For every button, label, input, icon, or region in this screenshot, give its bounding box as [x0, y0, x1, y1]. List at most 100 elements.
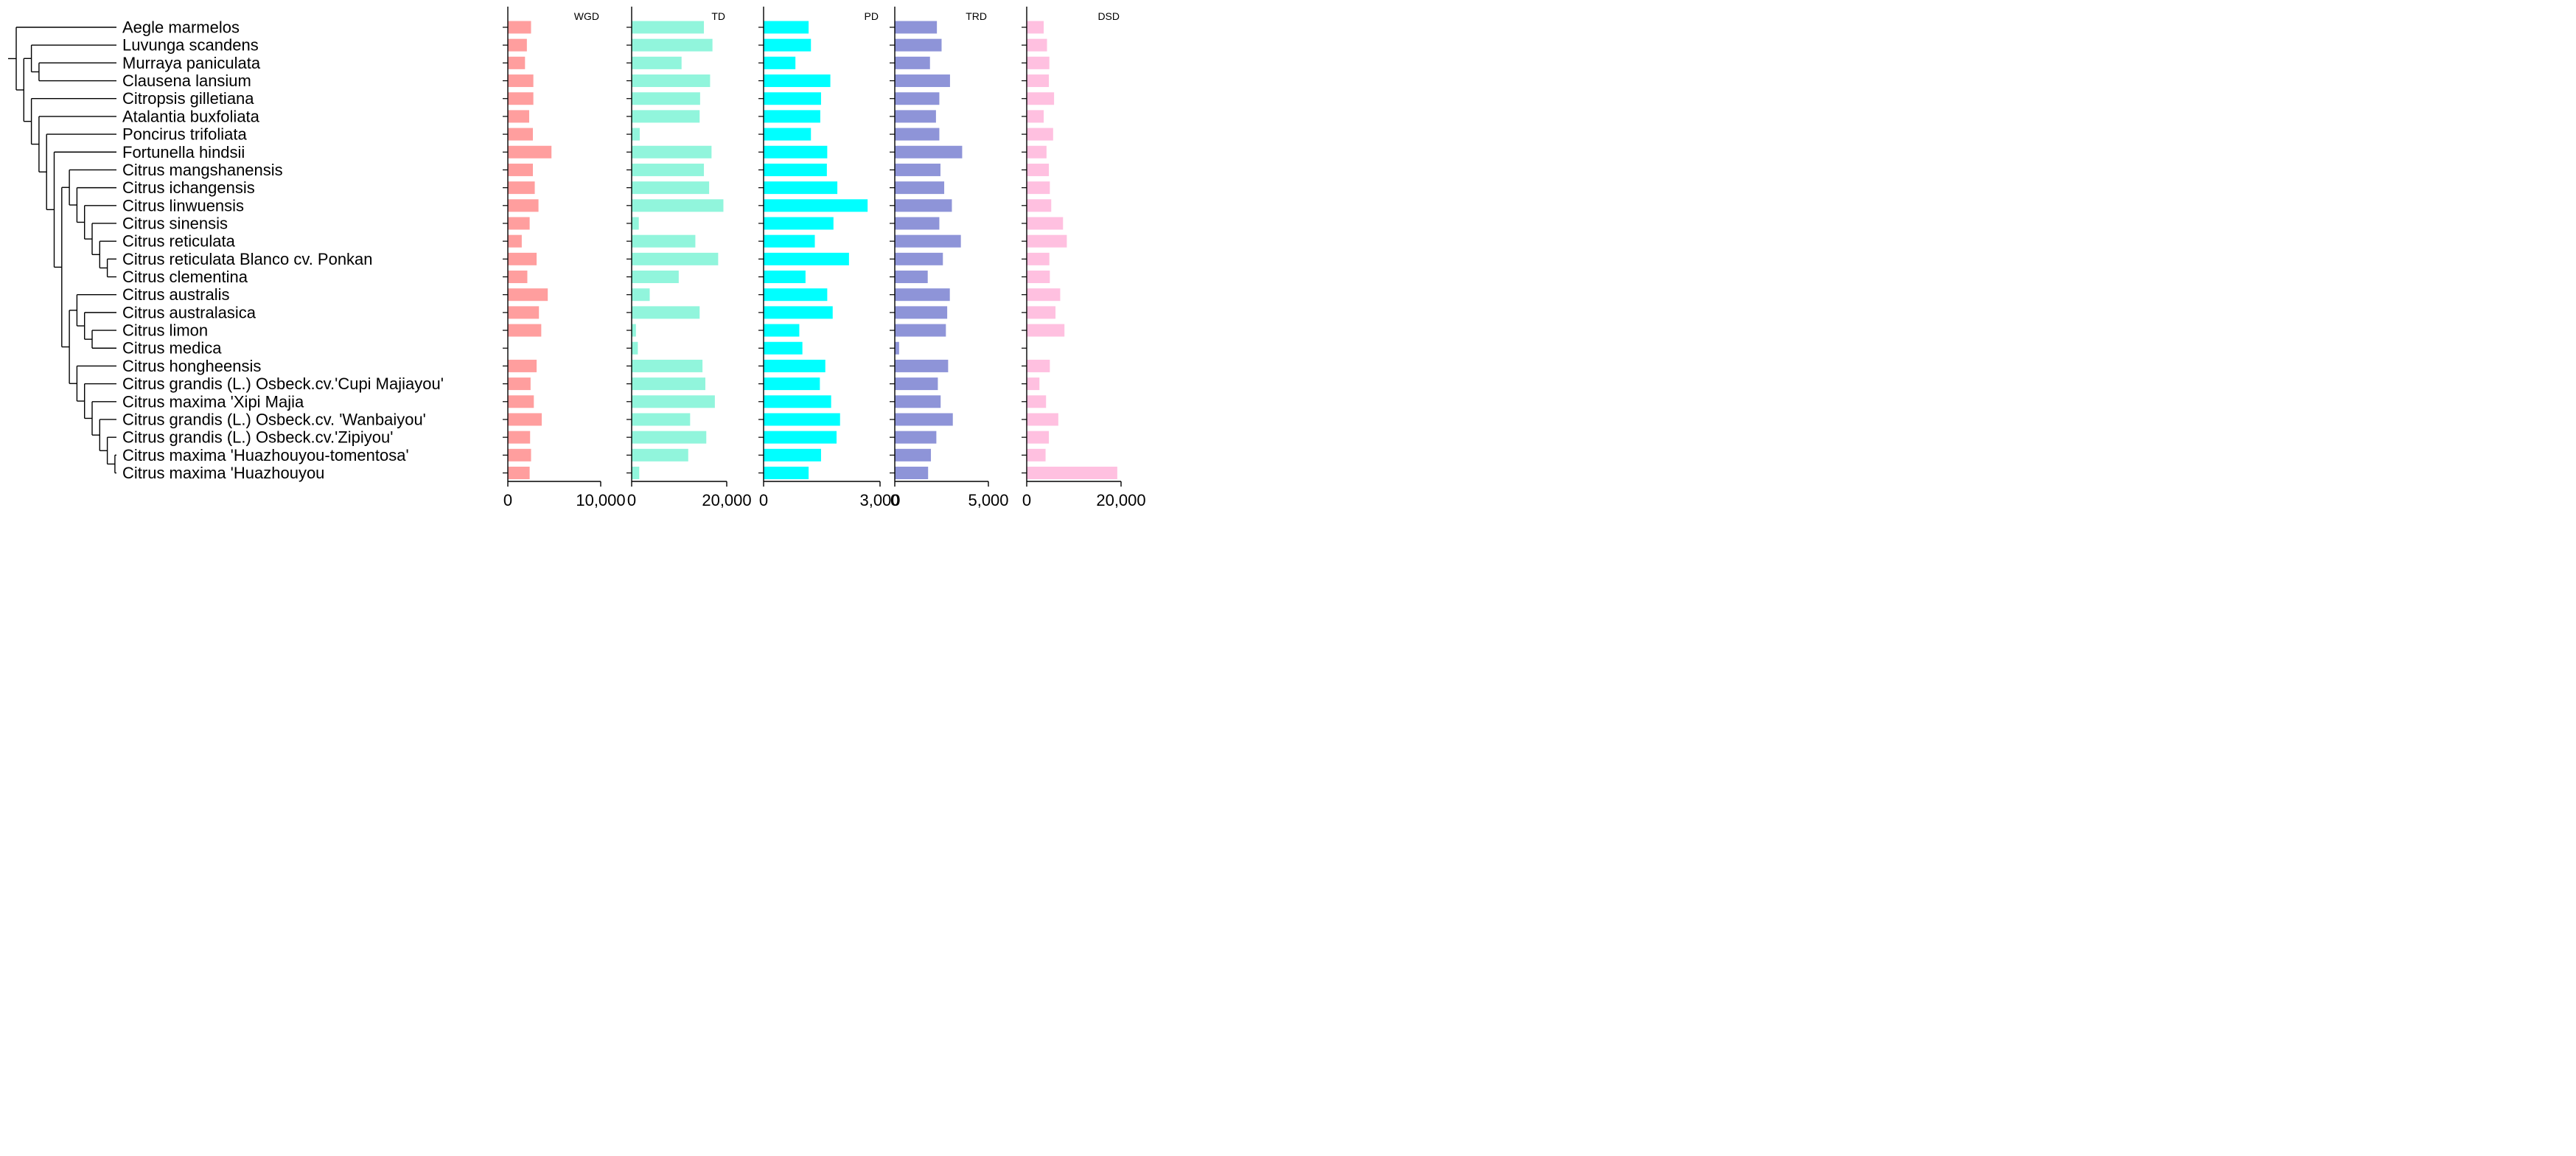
- bar-trd-luvunga-scandens: [895, 38, 942, 52]
- bar-dsd-citropsis-gilletiana: [1027, 92, 1055, 105]
- bar-wgd-citrus-maxima-huazhouyou-tomentosa: [508, 448, 531, 462]
- bar-td-citrus-mangshanensis: [632, 163, 705, 176]
- panel-title-trd: TRD: [966, 10, 987, 22]
- bar-trd-clausena-lansium: [895, 74, 950, 88]
- x-tick-label-max-pd: 3,000: [859, 491, 900, 509]
- x-tick-label-max-dsd: 20,000: [1096, 491, 1145, 509]
- bar-dsd-citrus-mangshanensis: [1027, 163, 1050, 176]
- bar-pd-citrus-australis: [764, 288, 828, 302]
- bar-trd-citrus-medica: [895, 341, 899, 355]
- bar-pd-citrus-grandis-l-osbeck-cv-cupi-majiayou: [764, 377, 820, 391]
- bar-trd-citrus-mangshanensis: [895, 163, 940, 176]
- species-label-citrus-maxima-xipi-majia: Citrus maxima 'Xipi Majia: [122, 392, 304, 411]
- species-label-citrus-grandis-l-osbeck-cv-zipiyou: Citrus grandis (L.) Osbeck.cv.'Zipiyou': [122, 428, 393, 447]
- bar-trd-murraya-paniculata: [895, 56, 930, 69]
- bar-wgd-clausena-lansium: [508, 74, 534, 88]
- bar-dsd-poncirus-trifoliata: [1027, 128, 1053, 141]
- species-label-citrus-hongheensis: Citrus hongheensis: [122, 357, 261, 375]
- bar-dsd-citrus-reticulata: [1027, 234, 1067, 248]
- bar-trd-citrus-clementina: [895, 271, 928, 284]
- bar-wgd-citrus-reticulata-blanco-cv-ponkan: [508, 252, 537, 265]
- bar-td-citrus-grandis-l-osbeck-cv-zipiyou: [632, 431, 707, 444]
- bar-wgd-citropsis-gilletiana: [508, 92, 534, 105]
- bar-wgd-citrus-mangshanensis: [508, 163, 534, 176]
- panel-dsd: 0 20,000 DSD: [1022, 7, 1146, 509]
- bar-trd-fortunella-hindsii: [895, 145, 963, 159]
- species-label-citrus-mangshanensis: Citrus mangshanensis: [122, 161, 283, 179]
- bar-wgd-poncirus-trifoliata: [508, 128, 534, 141]
- bar-dsd-citrus-grandis-l-osbeck-cv-zipiyou: [1027, 431, 1050, 444]
- panel-title-wgd: WGD: [574, 10, 599, 22]
- bar-pd-citrus-maxima-huazhouyou-tomentosa: [764, 448, 821, 462]
- bar-pd-citrus-reticulata: [764, 234, 815, 248]
- species-label-citrus-australasica: Citrus australasica: [122, 303, 256, 321]
- panel-title-td: TD: [711, 10, 725, 22]
- species-label-citrus-clementina: Citrus clementina: [122, 268, 248, 286]
- species-label-poncirus-trifoliata: Poncirus trifoliata: [122, 125, 248, 144]
- panel-title-dsd: DSD: [1097, 10, 1120, 22]
- bar-wgd-citrus-sinensis: [508, 217, 530, 230]
- species-label-murraya-paniculata: Murraya paniculata: [122, 54, 261, 72]
- bar-td-citrus-reticulata-blanco-cv-ponkan: [632, 252, 719, 265]
- bar-pd-citrus-maxima-huazhouyou: [764, 467, 809, 479]
- bar-td-murraya-paniculata: [632, 56, 682, 69]
- bar-td-citropsis-gilletiana: [632, 92, 700, 105]
- bar-td-atalantia-buxfoliata: [632, 110, 700, 123]
- species-label-citrus-reticulata-blanco-cv-ponkan: Citrus reticulata Blanco cv. Ponkan: [122, 250, 373, 268]
- bar-trd-citrus-grandis-l-osbeck-cv-zipiyou: [895, 431, 937, 444]
- bar-dsd-citrus-reticulata-blanco-cv-ponkan: [1027, 252, 1050, 265]
- bar-dsd-luvunga-scandens: [1027, 38, 1047, 52]
- bar-trd-citrus-hongheensis: [895, 359, 949, 372]
- species-label-citrus-sinensis: Citrus sinensis: [122, 214, 228, 232]
- bar-trd-citrus-maxima-huazhouyou-tomentosa: [895, 448, 932, 462]
- x-tick-label-max-wgd: 10,000: [576, 491, 625, 509]
- bar-dsd-citrus-grandis-l-osbeck-cv-wanbaiyou: [1027, 413, 1058, 426]
- species-label-atalantia-buxfoliata: Atalantia buxfoliata: [122, 107, 260, 125]
- species-label-aegle-marmelos: Aegle marmelos: [122, 18, 240, 37]
- bar-pd-luvunga-scandens: [764, 38, 811, 52]
- bar-td-citrus-grandis-l-osbeck-cv-wanbaiyou: [632, 413, 691, 426]
- bar-dsd-fortunella-hindsii: [1027, 145, 1047, 159]
- x-tick-label-zero-td: 0: [627, 491, 636, 509]
- bar-trd-citrus-grandis-l-osbeck-cv-wanbaiyou: [895, 413, 953, 426]
- bar-pd-citrus-limon: [764, 324, 800, 337]
- figure-stage: Aegle marmelos Luvunga scandens Murraya pa…: [0, 0, 1156, 518]
- bar-dsd-atalantia-buxfoliata: [1027, 110, 1044, 123]
- bar-dsd-clausena-lansium: [1027, 74, 1050, 88]
- bar-td-fortunella-hindsii: [632, 145, 712, 159]
- bar-dsd-citrus-ichangensis: [1027, 181, 1050, 195]
- bar-wgd-atalantia-buxfoliata: [508, 110, 529, 123]
- bar-pd-citrus-grandis-l-osbeck-cv-wanbaiyou: [764, 413, 840, 426]
- x-tick-label-max-td: 20,000: [702, 491, 751, 509]
- bar-td-citrus-maxima-huazhouyou: [632, 467, 640, 479]
- bar-wgd-citrus-ichangensis: [508, 181, 535, 195]
- species-label-luvunga-scandens: Luvunga scandens: [122, 36, 259, 55]
- bar-trd-citrus-reticulata: [895, 234, 961, 248]
- bar-dsd-citrus-grandis-l-osbeck-cv-cupi-majiayou: [1027, 377, 1040, 391]
- bar-trd-citrus-australis: [895, 288, 950, 302]
- bar-wgd-citrus-maxima-xipi-majia: [508, 395, 534, 408]
- bar-td-luvunga-scandens: [632, 38, 713, 52]
- bar-wgd-citrus-grandis-l-osbeck-cv-cupi-majiayou: [508, 377, 531, 391]
- bar-wgd-citrus-limon: [508, 324, 542, 337]
- bar-td-citrus-linwuensis: [632, 199, 724, 212]
- species-label-citrus-ichangensis: Citrus ichangensis: [122, 178, 255, 197]
- bar-pd-clausena-lansium: [764, 74, 831, 88]
- bar-pd-citrus-mangshanensis: [764, 163, 827, 176]
- species-label-citrus-reticulata: Citrus reticulata: [122, 232, 236, 251]
- bar-wgd-citrus-australasica: [508, 306, 540, 319]
- bar-trd-citrus-reticulata-blanco-cv-ponkan: [895, 252, 943, 265]
- bar-trd-citrus-ichangensis: [895, 181, 945, 195]
- bar-trd-citrus-linwuensis: [895, 199, 952, 212]
- bar-pd-citrus-australasica: [764, 306, 833, 319]
- bar-pd-citrus-hongheensis: [764, 359, 825, 372]
- x-tick-label-max-trd: 5,000: [968, 491, 1008, 509]
- species-label-citrus-maxima-huazhouyou-tomentosa: Citrus maxima 'Huazhouyou-tomentosa': [122, 446, 409, 464]
- bar-td-citrus-clementina: [632, 271, 679, 284]
- bar-dsd-citrus-linwuensis: [1027, 199, 1052, 212]
- bar-trd-citrus-australasica: [895, 306, 948, 319]
- bar-wgd-citrus-grandis-l-osbeck-cv-wanbaiyou: [508, 413, 542, 426]
- bar-td-citrus-hongheensis: [632, 359, 703, 372]
- bar-wgd-fortunella-hindsii: [508, 145, 552, 159]
